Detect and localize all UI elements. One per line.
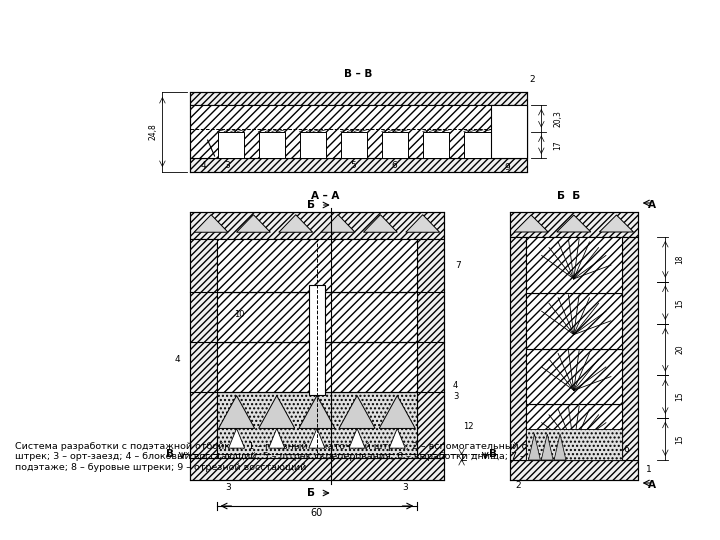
Bar bbox=[526, 293, 622, 348]
Text: 24,8: 24,8 bbox=[148, 124, 158, 140]
Polygon shape bbox=[309, 428, 325, 448]
Text: 9: 9 bbox=[316, 373, 322, 382]
Text: 3: 3 bbox=[225, 160, 230, 170]
Text: 7: 7 bbox=[456, 261, 462, 270]
Bar bbox=[217, 292, 418, 342]
Text: Система разработки с подэтажной отбойкой: 1 – главный откаточный штрек; 2 – вспо: Система разработки с подэтажной отбойкой… bbox=[15, 442, 572, 472]
Bar bbox=[418, 239, 444, 458]
Bar bbox=[526, 237, 622, 293]
Bar bbox=[190, 239, 217, 458]
Text: 9: 9 bbox=[504, 163, 510, 172]
Polygon shape bbox=[599, 215, 634, 232]
Bar bbox=[526, 429, 622, 460]
Text: 3: 3 bbox=[225, 483, 231, 491]
Bar bbox=[300, 132, 326, 158]
Bar bbox=[190, 92, 526, 105]
Text: 17: 17 bbox=[553, 140, 562, 150]
Bar bbox=[510, 212, 638, 237]
Polygon shape bbox=[364, 215, 397, 232]
Text: 60: 60 bbox=[311, 508, 323, 518]
Polygon shape bbox=[339, 396, 375, 428]
Bar bbox=[217, 392, 418, 458]
Text: 8: 8 bbox=[314, 320, 320, 329]
Bar bbox=[190, 105, 526, 158]
Polygon shape bbox=[321, 215, 355, 232]
Polygon shape bbox=[406, 215, 440, 232]
Polygon shape bbox=[528, 434, 540, 460]
Bar bbox=[190, 212, 444, 239]
Text: 6: 6 bbox=[623, 446, 629, 455]
Polygon shape bbox=[228, 428, 245, 448]
Bar bbox=[464, 132, 490, 158]
Polygon shape bbox=[541, 434, 553, 460]
Text: 6: 6 bbox=[391, 160, 397, 170]
Text: 5: 5 bbox=[350, 160, 356, 170]
Bar bbox=[309, 285, 325, 395]
Polygon shape bbox=[554, 434, 566, 460]
Text: В – В: В – В bbox=[344, 69, 372, 79]
Bar bbox=[510, 237, 526, 460]
Text: 2: 2 bbox=[515, 482, 521, 490]
Text: 4: 4 bbox=[174, 355, 180, 364]
Text: 18: 18 bbox=[675, 254, 684, 264]
Bar bbox=[526, 404, 622, 460]
Text: Б: Б bbox=[307, 200, 315, 210]
Text: 3: 3 bbox=[453, 392, 459, 401]
Bar bbox=[190, 158, 526, 172]
Polygon shape bbox=[379, 396, 415, 428]
Bar bbox=[510, 460, 638, 480]
Text: 15: 15 bbox=[675, 434, 684, 444]
Text: А: А bbox=[647, 480, 656, 490]
Text: 1: 1 bbox=[646, 465, 652, 475]
Text: В: В bbox=[166, 449, 174, 459]
Text: 4: 4 bbox=[201, 160, 207, 170]
Text: 10: 10 bbox=[234, 310, 245, 319]
Text: 15: 15 bbox=[675, 298, 684, 308]
Text: 20: 20 bbox=[675, 345, 684, 354]
Bar bbox=[217, 342, 418, 392]
Text: Б: Б bbox=[307, 488, 315, 498]
Text: В: В bbox=[489, 449, 497, 459]
Polygon shape bbox=[299, 396, 335, 428]
Polygon shape bbox=[194, 215, 228, 232]
Text: А: А bbox=[647, 200, 656, 210]
Bar bbox=[341, 132, 367, 158]
Text: 2: 2 bbox=[529, 76, 535, 84]
Polygon shape bbox=[514, 215, 548, 232]
Text: Б  Б: Б Б bbox=[557, 191, 580, 201]
Bar bbox=[622, 237, 638, 460]
Bar bbox=[382, 132, 408, 158]
Bar bbox=[491, 105, 526, 158]
Text: 20,3: 20,3 bbox=[553, 110, 562, 127]
Text: 15: 15 bbox=[675, 392, 684, 401]
Polygon shape bbox=[557, 215, 591, 232]
Polygon shape bbox=[219, 396, 255, 428]
Polygon shape bbox=[258, 396, 294, 428]
Text: А – А: А – А bbox=[310, 191, 339, 201]
Polygon shape bbox=[269, 428, 285, 448]
Bar bbox=[190, 458, 444, 480]
Polygon shape bbox=[236, 215, 271, 232]
Text: 4: 4 bbox=[453, 381, 459, 389]
Bar bbox=[217, 132, 244, 158]
Polygon shape bbox=[390, 428, 405, 448]
Bar bbox=[526, 348, 622, 404]
Text: 12: 12 bbox=[463, 422, 474, 431]
Bar bbox=[217, 239, 418, 292]
Polygon shape bbox=[349, 428, 365, 448]
Bar bbox=[423, 132, 449, 158]
Text: 3: 3 bbox=[402, 483, 408, 491]
Bar bbox=[258, 132, 285, 158]
Polygon shape bbox=[279, 215, 312, 232]
